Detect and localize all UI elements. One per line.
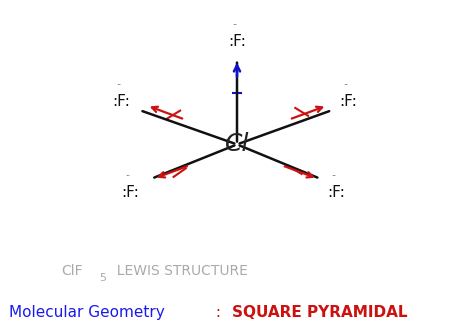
Text: ··: ·· (232, 21, 237, 30)
Text: :F:: :F: (339, 94, 357, 109)
Text: :F:: :F: (228, 34, 246, 49)
Text: ··: ·· (331, 172, 337, 181)
Text: :F:: :F: (328, 185, 346, 200)
Text: Cl: Cl (225, 132, 249, 156)
Text: LEWIS STRUCTURE: LEWIS STRUCTURE (108, 264, 248, 278)
Text: ClF: ClF (62, 264, 83, 278)
Text: 5: 5 (100, 273, 107, 283)
Text: ··: ·· (125, 172, 131, 181)
Text: SQUARE PYRAMIDAL: SQUARE PYRAMIDAL (232, 304, 408, 320)
Text: :F:: :F: (112, 94, 130, 109)
Text: ··: ·· (343, 81, 349, 90)
Text: :F:: :F: (121, 185, 139, 200)
Text: :: : (211, 304, 226, 320)
Text: Molecular Geometry: Molecular Geometry (9, 304, 165, 320)
Text: ··: ·· (116, 81, 121, 90)
